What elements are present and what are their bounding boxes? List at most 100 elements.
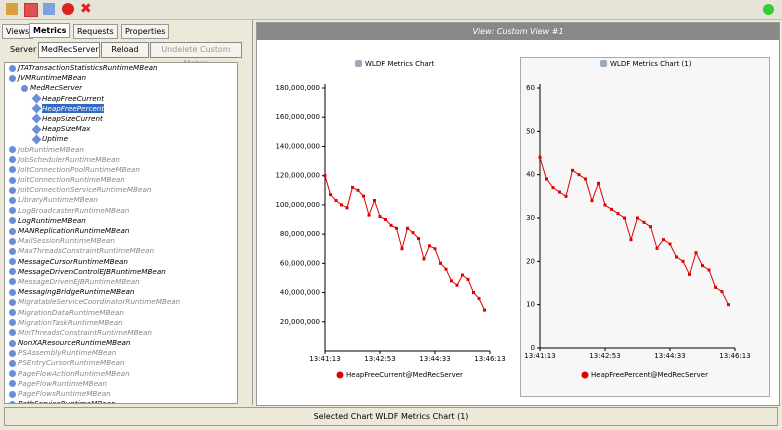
tree-node[interactable]: PageFlowRuntimeMBean bbox=[5, 379, 237, 389]
legend-label: HeapFreeCurrent@MedRecServer bbox=[346, 371, 463, 379]
series-line bbox=[539, 157, 729, 305]
series-line bbox=[324, 175, 485, 311]
node-icon bbox=[9, 380, 16, 388]
tool-icon[interactable] bbox=[24, 3, 38, 17]
data-point bbox=[629, 238, 633, 242]
tree-node[interactable]: LogRuntimeMBean bbox=[5, 216, 237, 226]
node-icon bbox=[9, 217, 16, 225]
tree-node[interactable]: HeapFreePercent bbox=[5, 103, 237, 114]
data-point bbox=[433, 247, 437, 251]
tree-node[interactable]: MinThreadsConstraintRuntimeMBean bbox=[5, 328, 237, 338]
tree-node[interactable]: Uptime bbox=[5, 134, 237, 145]
data-point bbox=[356, 188, 360, 192]
node-label: MANReplicationRuntimeMBean bbox=[18, 226, 130, 235]
node-icon bbox=[9, 156, 16, 164]
tree-node[interactable]: MessageDrivenControlEJBRuntimeMBean bbox=[5, 267, 237, 277]
node-icon bbox=[9, 146, 16, 153]
tree-node[interactable]: MailSessionRuntimeMBean bbox=[5, 236, 237, 246]
tree-node[interactable]: PageFlowActionRuntimeMBean bbox=[5, 369, 237, 379]
tab[interactable]: Properties bbox=[121, 24, 170, 39]
node-label: JVMRuntimeMBean bbox=[18, 73, 87, 83]
title-icon bbox=[600, 60, 607, 67]
tree-node[interactable]: MedRecServer bbox=[5, 83, 237, 93]
node-label: MessageCursorRuntimeMBean bbox=[18, 256, 128, 266]
tree-node[interactable]: MANReplicationRuntimeMBean bbox=[5, 226, 237, 236]
tree-node[interactable]: MigrationTaskRuntimeMBean bbox=[5, 318, 237, 328]
tree-node[interactable]: HeapFreeCurrent bbox=[5, 94, 237, 104]
data-point bbox=[597, 181, 600, 185]
data-point bbox=[584, 177, 587, 181]
node-label: PSEntryCursorRuntimeMBean bbox=[18, 358, 125, 368]
data-point bbox=[483, 308, 486, 312]
node-icon bbox=[9, 186, 16, 194]
tree-node[interactable]: MigratableServiceCoordinatorRuntimeMBean bbox=[5, 297, 237, 307]
node-icon bbox=[9, 237, 16, 245]
tree-node[interactable]: HeapSizeMax bbox=[5, 124, 237, 135]
data-point bbox=[323, 174, 327, 178]
data-point bbox=[655, 246, 659, 250]
tree-node[interactable]: HeapSizeCurrent bbox=[5, 114, 237, 124]
node-label: MigrationTaskRuntimeMBean bbox=[18, 317, 123, 327]
y-tick-label: 180,000,000 bbox=[275, 84, 320, 92]
x-tick-label: 13:46:13 bbox=[474, 355, 505, 363]
node-label: LogRuntimeMBean bbox=[18, 215, 86, 225]
tool-icon[interactable] bbox=[43, 3, 55, 15]
node-label: JoltConnectionRuntimeMBean bbox=[18, 175, 125, 185]
data-point bbox=[616, 212, 620, 216]
tree-node[interactable]: JobRuntimeMBean bbox=[5, 145, 237, 155]
x-tick-label: 13:42:53 bbox=[364, 355, 395, 363]
data-point bbox=[422, 257, 426, 261]
server-select[interactable]: MedRecServer bbox=[38, 42, 100, 58]
tree-node[interactable]: PathServiceRuntimeMBean bbox=[5, 399, 237, 404]
tree-node[interactable]: JoltConnectionRuntimeMBean bbox=[5, 175, 237, 185]
x-tick-label: 13:41:13 bbox=[524, 352, 555, 360]
tree-node[interactable]: PageFlowsRuntimeMBean bbox=[5, 389, 237, 399]
node-label: HeapSizeCurrent bbox=[42, 113, 103, 123]
node-label: PageFlowActionRuntimeMBean bbox=[18, 368, 130, 378]
data-point bbox=[329, 193, 332, 197]
node-label: PathServiceRuntimeMBean bbox=[18, 399, 116, 404]
tree-node[interactable]: MessagingBridgeRuntimeMBean bbox=[5, 287, 237, 297]
tree-node[interactable]: MessageDrivenEJBRuntimeMBean bbox=[5, 277, 237, 287]
y-tick-label: 20,000,000 bbox=[280, 318, 320, 326]
data-point bbox=[345, 206, 349, 210]
tree-node[interactable]: JoltConnectionServiceRuntimeMBean bbox=[5, 185, 237, 195]
view-title: View: Custom View #1 bbox=[257, 23, 779, 40]
tree-node[interactable]: NonXAResourceRuntimeMBean bbox=[5, 338, 237, 348]
tab[interactable]: Metrics bbox=[29, 23, 71, 38]
tree-node[interactable]: JobSchedulerRuntimeMBean bbox=[5, 155, 237, 165]
node-label: LibraryRuntimeMBean bbox=[18, 195, 98, 205]
node-icon bbox=[9, 359, 16, 367]
tool-icon[interactable]: ✖ bbox=[80, 1, 92, 17]
node-label: MigrationDataRuntimeMBean bbox=[18, 307, 124, 317]
tree-node[interactable]: MessageCursorRuntimeMBean bbox=[5, 257, 237, 267]
data-point bbox=[406, 226, 409, 230]
node-icon bbox=[9, 370, 16, 378]
node-icon bbox=[9, 309, 16, 316]
tree-node[interactable]: LibraryRuntimeMBean bbox=[5, 195, 237, 205]
tree-node[interactable]: LogBroadcasterRuntimeMBean bbox=[5, 206, 237, 216]
node-label: MailSessionRuntimeMBean bbox=[18, 236, 115, 246]
tree-node[interactable]: PSAssemblyRuntimeMBean bbox=[5, 348, 237, 358]
node-label: JoltConnectionServiceRuntimeMBean bbox=[18, 185, 152, 195]
tree-node[interactable]: MigrationDataRuntimeMBean bbox=[5, 308, 237, 318]
data-point bbox=[384, 218, 387, 221]
reload-button[interactable]: Reload bbox=[101, 42, 149, 58]
tree-node[interactable]: PSEntryCursorRuntimeMBean bbox=[5, 358, 237, 368]
chart-title: WLDF Metrics Chart bbox=[365, 60, 435, 68]
tool-icon[interactable] bbox=[6, 3, 18, 15]
tab[interactable]: Requests bbox=[73, 24, 118, 39]
tree-node[interactable]: JTATransactionStatisticsRuntimeMBean bbox=[5, 63, 237, 73]
tree-node[interactable]: JVMRuntimeMBean bbox=[5, 73, 237, 83]
x-tick-label: 13:44:33 bbox=[419, 355, 450, 363]
node-icon bbox=[9, 349, 16, 357]
tree-node[interactable]: MaxThreadsConstraintRuntimeMBean bbox=[5, 246, 237, 256]
data-point bbox=[590, 199, 594, 203]
data-point bbox=[668, 242, 672, 246]
tool-icon[interactable] bbox=[62, 3, 74, 15]
y-tick-label: 20 bbox=[526, 257, 535, 265]
data-point bbox=[444, 267, 448, 271]
node-label: MigratableServiceCoordinatorRuntimeMBean bbox=[18, 297, 181, 307]
tree-node[interactable]: JoltConnectionPoolRuntimeMBean bbox=[5, 165, 237, 175]
node-label: MedRecServer bbox=[30, 83, 83, 93]
